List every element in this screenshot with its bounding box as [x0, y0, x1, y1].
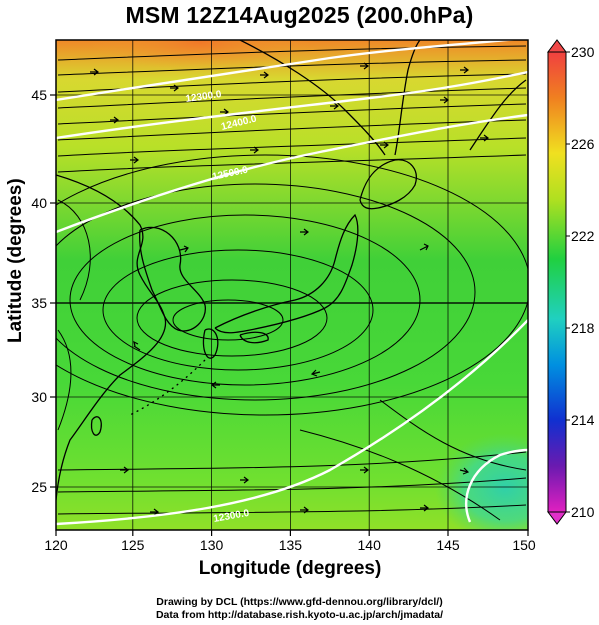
height-contours — [56, 40, 528, 526]
y-tick-label: 45 — [31, 87, 47, 103]
x-axis-label: Longitude (degrees) — [198, 558, 382, 579]
contour-label-12300: 12300.0 — [185, 89, 223, 105]
x-tick-label: 120 — [44, 537, 68, 553]
coast-honshu — [214, 213, 359, 334]
y-tick-label: 30 — [31, 389, 47, 405]
warm-patch — [90, 40, 310, 70]
x-tick-label: 130 — [200, 537, 224, 553]
x-tick-label: 140 — [358, 537, 382, 553]
coast-taiwan — [90, 416, 102, 436]
colorbar-tick-label: 226 — [571, 136, 595, 152]
colorbar-tick-label: 210 — [571, 504, 595, 520]
coast-shikoku — [239, 331, 269, 344]
colorbar-tick-label: 230 — [571, 44, 595, 60]
coastlines — [56, 40, 527, 501]
credit-drawing: Drawing by DCL (https://www.gfd-dennou.o… — [156, 596, 443, 608]
x-tick-label: 150 — [512, 537, 536, 553]
x-tick-labels: 120 125 130 135 140 145 150 — [44, 537, 536, 553]
y-tick-label: 25 — [31, 479, 47, 495]
plot-frame — [55, 39, 529, 531]
coast-kyushu — [202, 328, 219, 359]
contour-12500 — [56, 113, 528, 234]
coast-sakhalin — [394, 40, 421, 156]
colorbar-scale — [547, 51, 567, 513]
contour-12400 — [56, 70, 528, 140]
y-tick-label: 40 — [31, 195, 47, 211]
colorbar-min-arrow — [547, 511, 567, 525]
grid-lines — [56, 40, 528, 530]
colorbar-max-arrow — [547, 39, 567, 53]
chart-title: MSM 12Z14Aug2025 (200.0hPa) — [125, 2, 474, 28]
x-tick-label: 125 — [121, 537, 145, 553]
y-tick-labels: 45 40 35 30 25 — [31, 87, 47, 495]
x-tick-label: 145 — [436, 537, 460, 553]
credit-data: Data from http://database.rish.kyoto-u.a… — [155, 609, 444, 621]
wind-arrows — [90, 62, 489, 516]
contour-12300-north — [56, 40, 521, 102]
colorbar-tick-label: 222 — [571, 228, 595, 244]
x-tick-label: 135 — [279, 537, 303, 553]
contour-southeast — [465, 448, 528, 523]
temperature-field — [56, 40, 528, 530]
coast-korea — [139, 226, 206, 332]
coast-russia-east — [239, 40, 386, 156]
contour-south — [56, 319, 528, 526]
y-axis-label: Latitude (degrees) — [5, 178, 26, 343]
colorbar: 230 226 222 218 214 210 — [547, 39, 595, 525]
y-tick-label: 35 — [31, 295, 47, 311]
coast-kamchatka — [469, 79, 527, 151]
colorbar-tick-label: 218 — [571, 320, 595, 336]
axis-ticks — [50, 94, 529, 536]
plot-area — [56, 40, 528, 530]
colorbar-tick-label: 214 — [571, 412, 595, 428]
coast-hokkaido — [359, 159, 417, 210]
